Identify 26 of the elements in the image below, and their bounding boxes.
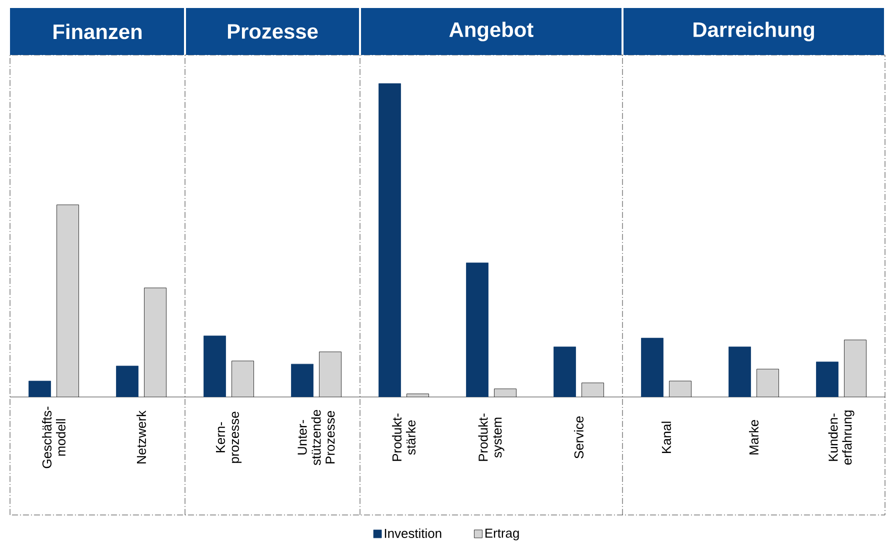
bar [116,366,138,397]
x-tick-label: Netzwerk [136,410,146,464]
x-tick-label: Kern-prozesse [216,412,242,463]
bar [378,83,401,397]
text: Darreichung [694,22,814,42]
bar [28,380,51,397]
x-tick-label: Kunden-erfahrung [828,410,854,465]
legend-label: Ertrag [485,528,519,540]
bar [204,336,226,397]
x-tick-label: Service [574,416,584,458]
x-tick-label: Geschäfts-modell [42,406,66,468]
x-tick-label: Kanal [662,422,672,453]
text: Angebot [449,22,534,42]
text: Prozesse [228,24,318,39]
bar [554,346,576,397]
x-tick-label: Unter-stützende Prozesse [298,410,335,466]
bar [466,262,488,397]
bar [291,364,314,397]
x-tick-label: Produkt-stärke [392,414,416,461]
bar [641,338,664,397]
x-tick-label: Produkt-system [478,414,504,461]
text: Finanzen [54,24,142,40]
bar [728,346,751,397]
legend-label: Investition [384,528,442,538]
x-tick-label: Marke [749,420,759,454]
bar [816,362,838,397]
